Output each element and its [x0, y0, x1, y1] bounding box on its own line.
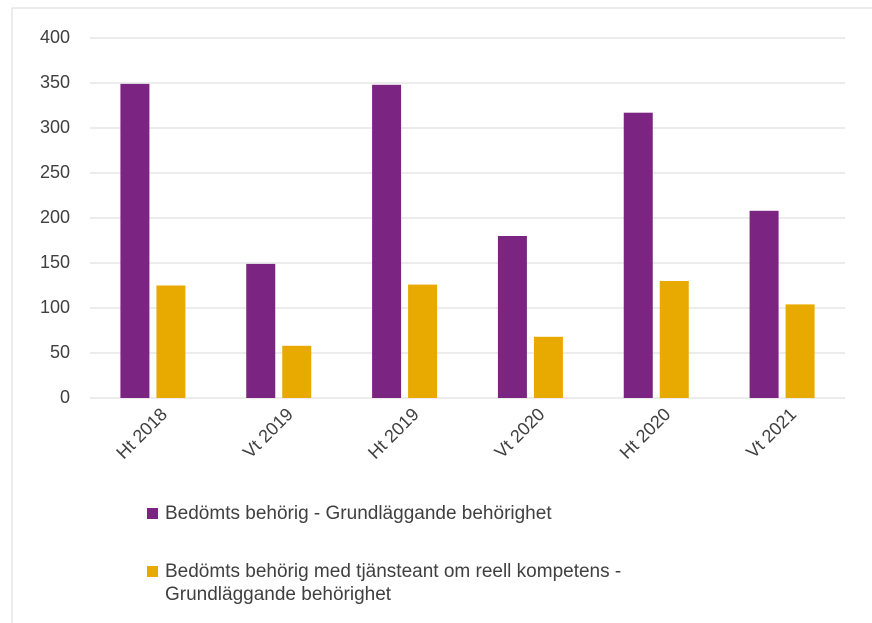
y-tick-label: 100 — [40, 297, 70, 317]
y-tick-label: 350 — [40, 72, 70, 92]
bar — [533, 336, 563, 398]
y-tick-label: 150 — [40, 252, 70, 272]
y-tick-label: 250 — [40, 162, 70, 182]
bar — [156, 285, 186, 398]
y-tick-label: 0 — [60, 387, 70, 407]
bar — [372, 84, 402, 399]
x-tick-label: Ht 2019 — [364, 404, 423, 463]
x-tick-label: Vt 2020 — [491, 404, 549, 462]
bar — [120, 83, 150, 399]
bar — [623, 112, 653, 398]
y-tick-label: 200 — [40, 207, 70, 227]
bar — [282, 345, 312, 398]
bar — [497, 236, 527, 398]
legend-label: Bedömts behörig med tjänsteant om reell … — [165, 561, 622, 605]
y-tick-label: 400 — [40, 27, 70, 47]
bar — [659, 281, 689, 398]
bar — [749, 210, 779, 398]
chart-border — [11, 7, 872, 623]
legend-label: Bedömts behörig - Grundläggande behörigh… — [165, 503, 552, 524]
legend-item: Bedömts behörig - Grundläggande behörigh… — [147, 502, 747, 525]
x-tick-label: Vt 2019 — [239, 404, 297, 462]
y-tick-label: 50 — [50, 342, 70, 362]
x-tick-label: Ht 2018 — [112, 404, 171, 463]
y-tick-label: 300 — [40, 117, 70, 137]
x-tick-label: Ht 2020 — [616, 404, 675, 463]
legend-item: Bedömts behörig med tjänsteant om reell … — [147, 560, 767, 606]
bar — [246, 263, 276, 398]
legend-swatch — [147, 566, 158, 577]
x-tick-label: Vt 2021 — [742, 404, 800, 462]
bar — [408, 284, 438, 398]
legend-swatch — [147, 508, 158, 519]
bar — [785, 304, 815, 398]
